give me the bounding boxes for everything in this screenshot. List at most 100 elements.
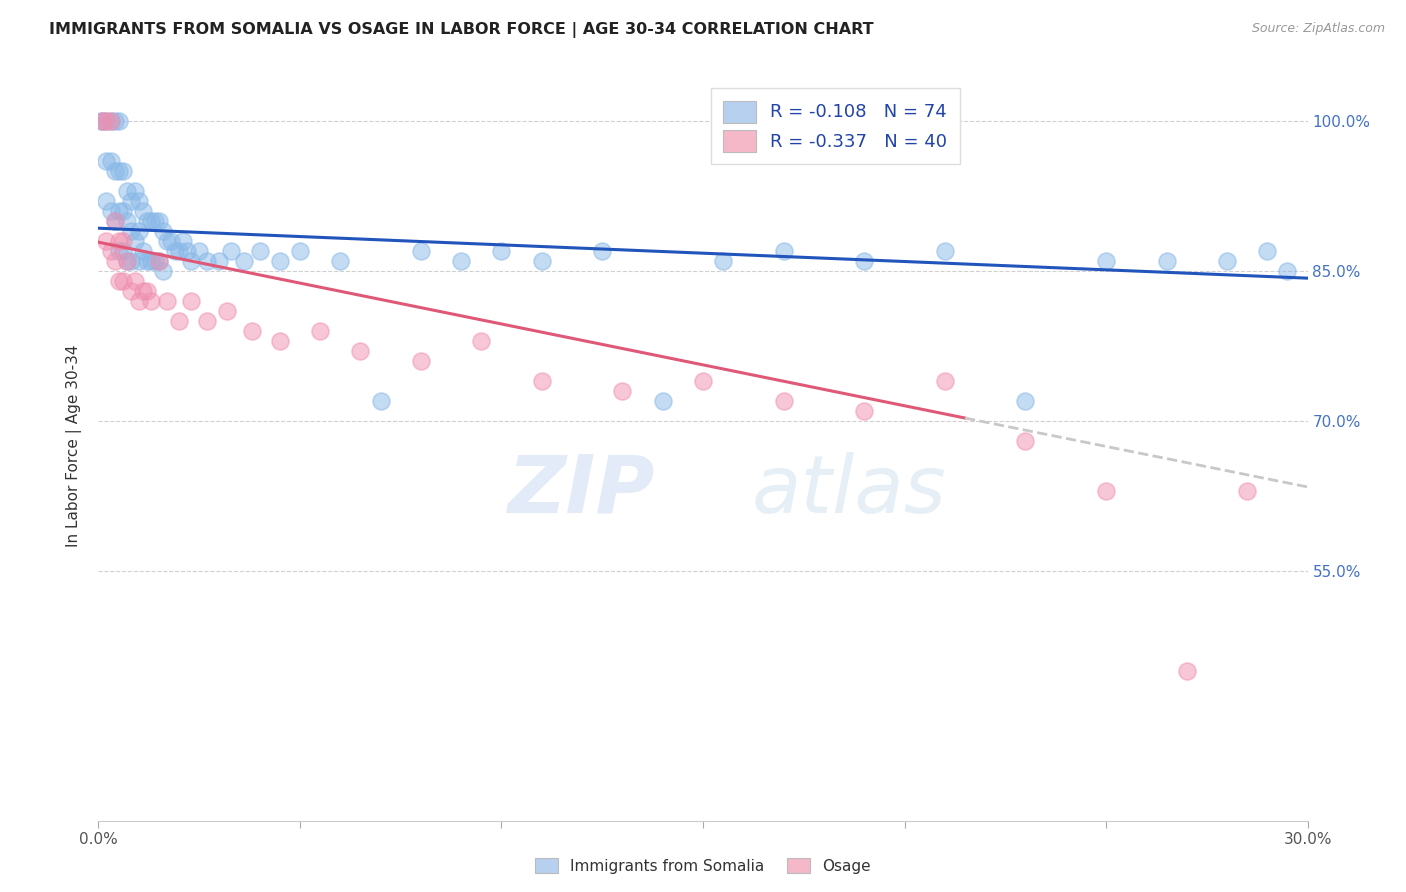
Point — [1236, 483, 1258, 498]
Point — [111, 234, 134, 248]
Point — [120, 224, 142, 238]
Point — [107, 234, 129, 248]
Point — [103, 214, 125, 228]
Legend: Immigrants from Somalia, Osage: Immigrants from Somalia, Osage — [529, 852, 877, 880]
Point — [135, 214, 157, 228]
Point — [249, 244, 271, 259]
Point — [124, 234, 146, 248]
Point — [180, 254, 202, 268]
Point — [103, 164, 125, 178]
Point — [120, 284, 142, 298]
Point — [530, 254, 553, 268]
Point — [115, 254, 138, 268]
Point — [139, 294, 162, 309]
Point — [1175, 664, 1198, 678]
Point — [96, 234, 118, 248]
Point — [107, 114, 129, 128]
Point — [1156, 254, 1178, 268]
Text: ZIP: ZIP — [508, 452, 655, 530]
Point — [853, 254, 876, 268]
Point — [91, 114, 114, 128]
Point — [288, 244, 311, 259]
Point — [100, 114, 122, 128]
Point — [152, 224, 174, 238]
Point — [107, 244, 129, 259]
Text: IMMIGRANTS FROM SOMALIA VS OSAGE IN LABOR FORCE | AGE 30-34 CORRELATION CHART: IMMIGRANTS FROM SOMALIA VS OSAGE IN LABO… — [49, 22, 875, 38]
Point — [128, 254, 150, 268]
Point — [115, 254, 138, 268]
Point — [100, 114, 122, 128]
Point — [651, 394, 673, 409]
Point — [349, 344, 371, 359]
Point — [711, 254, 734, 268]
Point — [103, 254, 125, 268]
Point — [135, 284, 157, 298]
Point — [132, 244, 155, 259]
Point — [124, 274, 146, 288]
Point — [115, 214, 138, 228]
Point — [152, 264, 174, 278]
Point — [124, 184, 146, 198]
Point — [530, 374, 553, 388]
Point — [1095, 254, 1118, 268]
Point — [107, 204, 129, 219]
Point — [135, 254, 157, 268]
Point — [120, 194, 142, 209]
Point — [111, 164, 134, 178]
Point — [156, 294, 179, 309]
Point — [163, 244, 186, 259]
Point — [91, 114, 114, 128]
Point — [692, 374, 714, 388]
Point — [180, 294, 202, 309]
Point — [107, 274, 129, 288]
Point — [128, 294, 150, 309]
Point — [1256, 244, 1278, 259]
Point — [240, 324, 263, 338]
Point — [269, 334, 291, 348]
Point — [132, 284, 155, 298]
Point — [612, 384, 634, 398]
Point — [103, 214, 125, 228]
Point — [96, 154, 118, 169]
Point — [96, 194, 118, 209]
Point — [172, 234, 194, 248]
Point — [329, 254, 352, 268]
Point — [156, 234, 179, 248]
Point — [143, 214, 166, 228]
Point — [143, 254, 166, 268]
Point — [772, 394, 794, 409]
Point — [1014, 434, 1036, 448]
Point — [100, 204, 122, 219]
Point — [111, 244, 134, 259]
Point — [188, 244, 211, 259]
Point — [1216, 254, 1239, 268]
Point — [128, 194, 150, 209]
Point — [853, 404, 876, 418]
Point — [139, 214, 162, 228]
Point — [450, 254, 472, 268]
Point — [100, 154, 122, 169]
Point — [176, 244, 198, 259]
Point — [934, 244, 956, 259]
Point — [409, 244, 432, 259]
Point — [91, 114, 114, 128]
Point — [1014, 394, 1036, 409]
Point — [208, 254, 231, 268]
Point — [221, 244, 243, 259]
Point — [195, 314, 218, 328]
Point — [195, 254, 218, 268]
Point — [160, 234, 183, 248]
Point — [167, 244, 190, 259]
Point — [470, 334, 492, 348]
Point — [120, 254, 142, 268]
Point — [111, 274, 134, 288]
Point — [115, 184, 138, 198]
Point — [409, 354, 432, 368]
Point — [111, 204, 134, 219]
Text: atlas: atlas — [751, 452, 946, 530]
Point — [232, 254, 254, 268]
Point — [148, 254, 170, 268]
Point — [1277, 264, 1299, 278]
Point — [139, 254, 162, 268]
Point — [100, 244, 122, 259]
